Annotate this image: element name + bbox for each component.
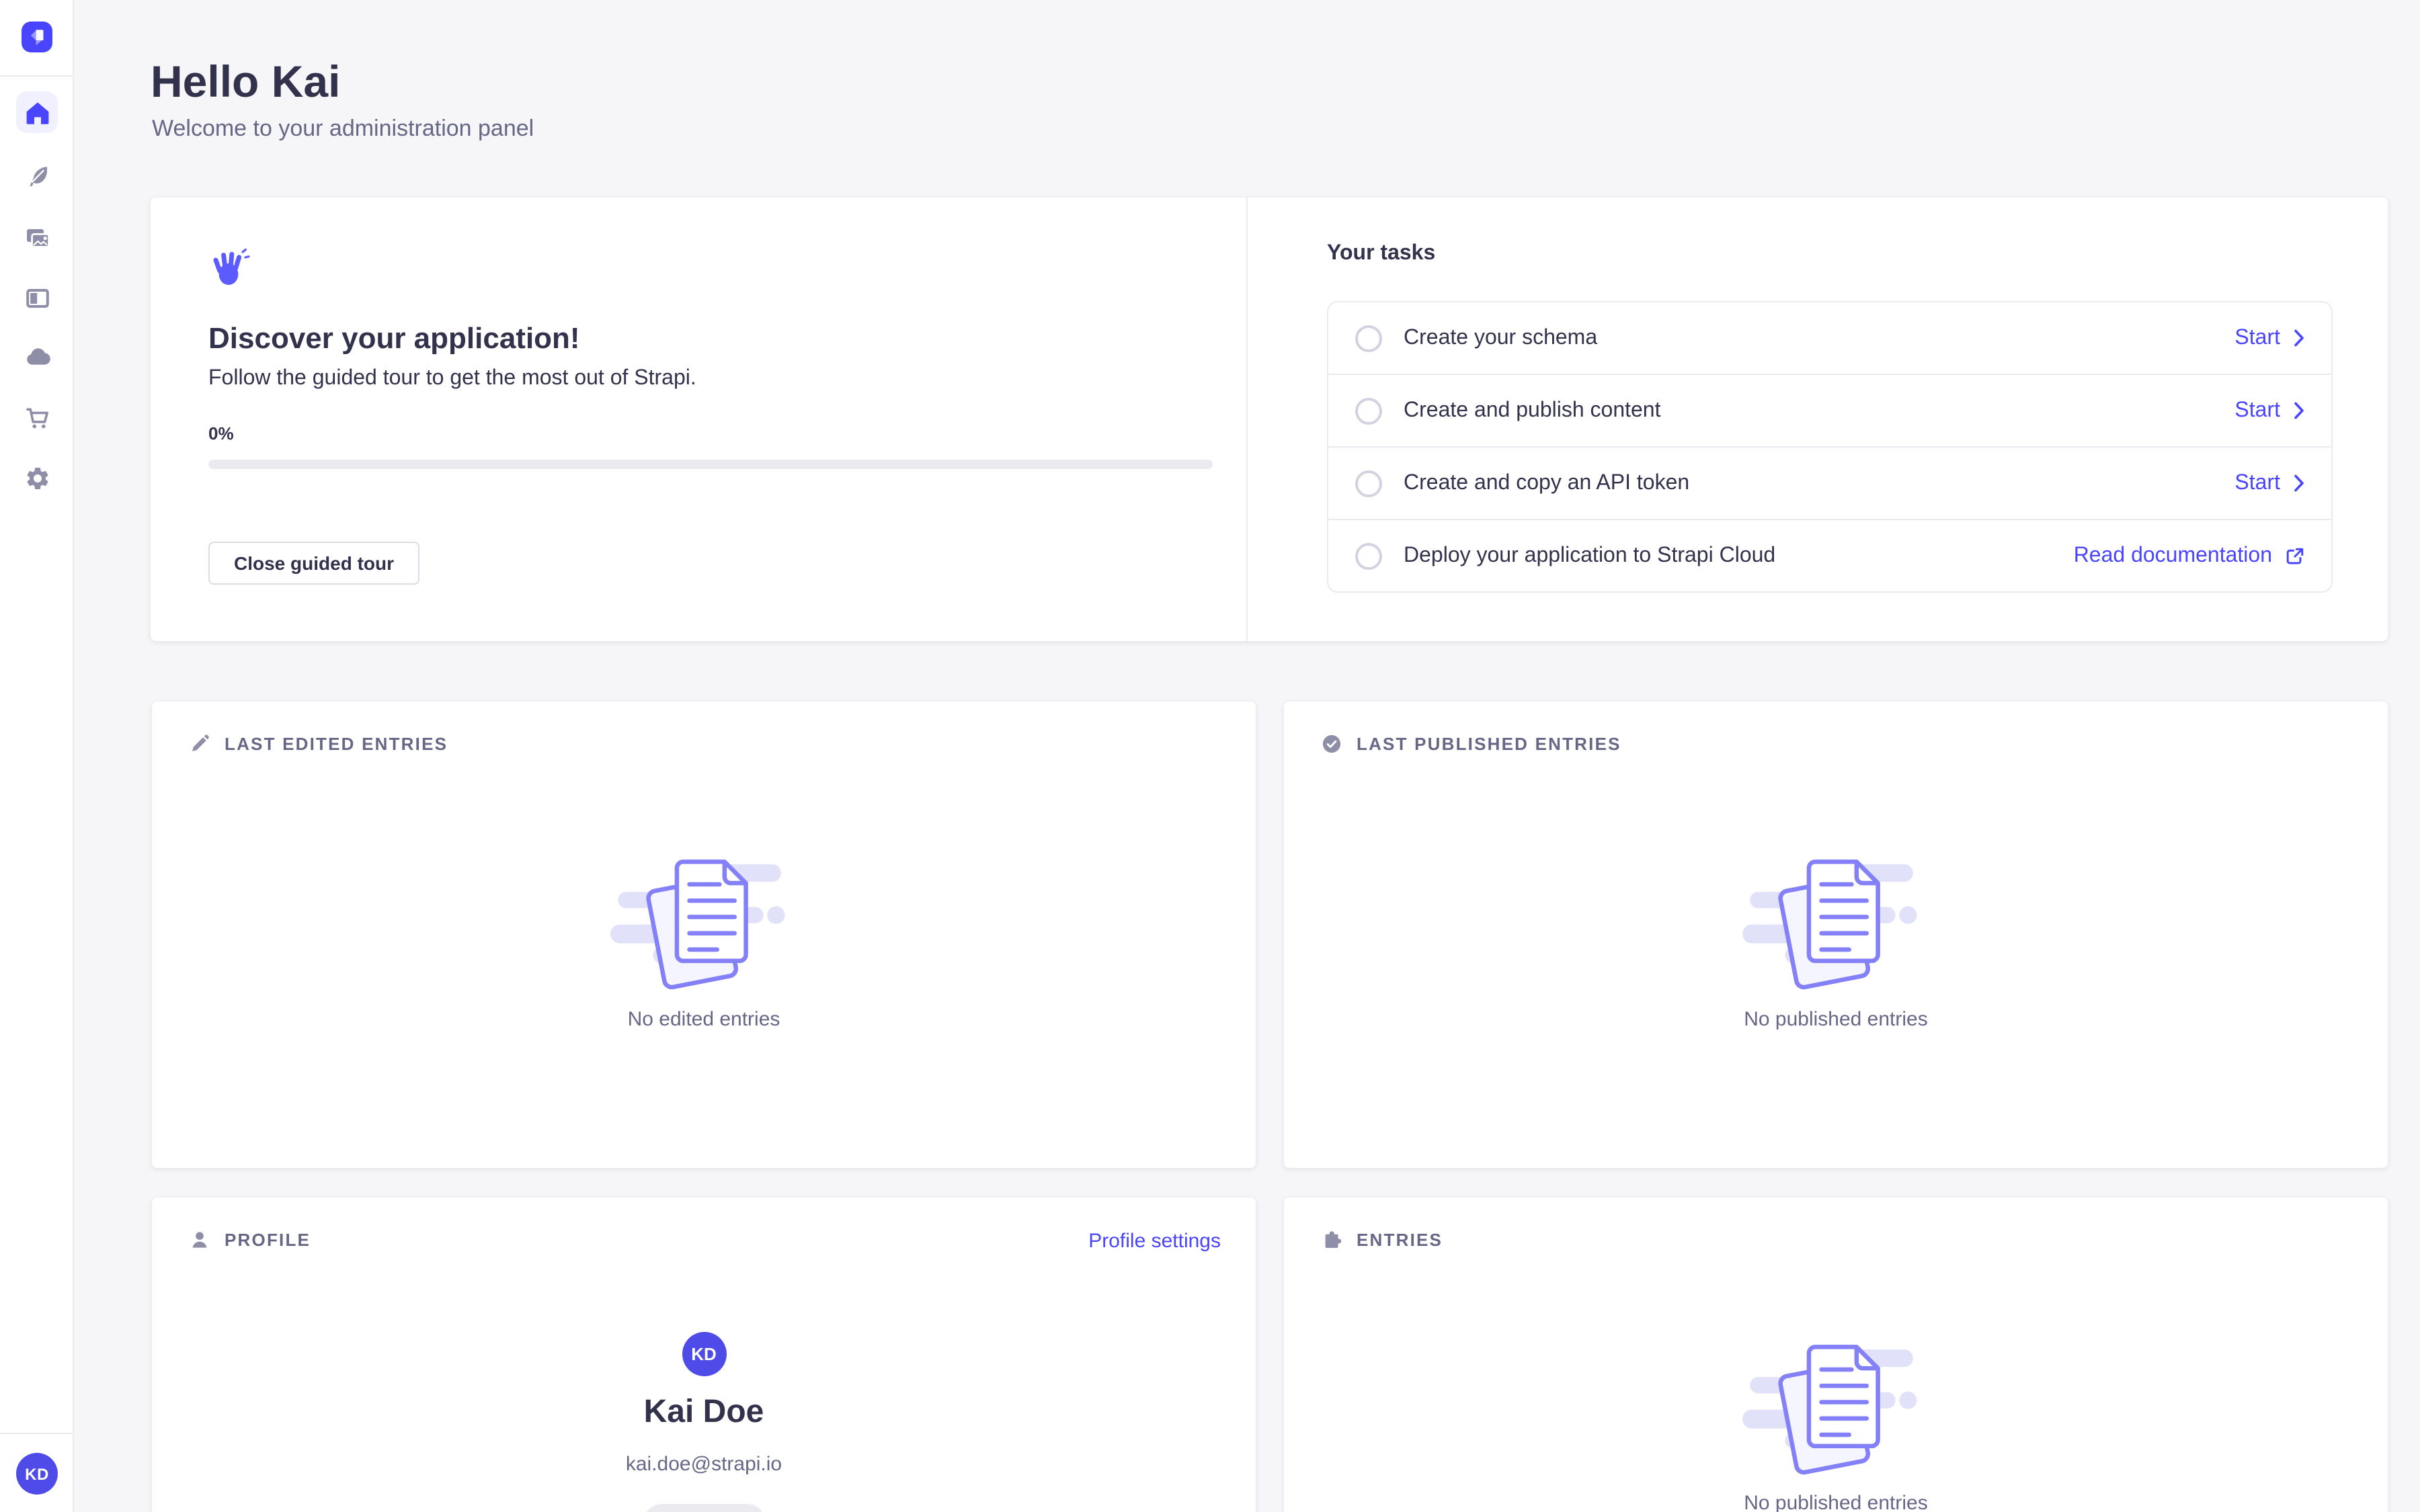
settings-gear-icon (26, 467, 48, 489)
sidebar-user-avatar[interactable]: KD (16, 1453, 58, 1495)
empty-documents-illustration (1742, 847, 1930, 997)
empty-state-text: No published entries (1744, 1008, 1928, 1031)
task-read-documentation-link[interactable]: Read documentation (2074, 544, 2304, 569)
progress-percent-label: 0% (208, 423, 234, 444)
card-header: LAST EDITED ENTRIES (190, 734, 448, 754)
last-published-entries-card: LAST PUBLISHED ENTRIES No published entr… (1284, 702, 2388, 1168)
task-row: Create and publish content Start (1328, 375, 2331, 448)
marketplace-cart-icon (26, 407, 48, 428)
task-radio[interactable] (1355, 543, 1382, 570)
card-header: PROFILE (190, 1230, 311, 1250)
tasks-list: Create your schema Start Create and publ… (1327, 301, 2333, 593)
external-link-icon (2286, 548, 2304, 564)
progress-bar (208, 460, 1213, 469)
empty-documents-illustration (1742, 1332, 1930, 1482)
home-icon (26, 101, 48, 124)
task-label: Create and copy an API token (1404, 471, 1690, 494)
page-subtitle: Welcome to your administration panel (152, 116, 534, 141)
last-edited-entries-card: LAST EDITED ENTRIES No edited entries (152, 702, 1256, 1168)
card-header-label: LAST EDITED ENTRIES (225, 734, 448, 754)
task-start-link[interactable]: Start (2234, 326, 2304, 350)
sidebar-item-cloud[interactable] (16, 336, 58, 378)
entries-card: ENTRIES No published entries (1284, 1198, 2388, 1512)
task-radio[interactable] (1355, 397, 1382, 424)
task-label: Create and publish content (1404, 398, 1661, 421)
card-header-label: LAST PUBLISHED ENTRIES (1357, 734, 1621, 754)
task-radio[interactable] (1355, 325, 1382, 351)
task-row: Deploy your application to Strapi Cloud … (1328, 520, 2331, 591)
profile-settings-link[interactable]: Profile settings (1088, 1230, 1221, 1253)
card-header-label: ENTRIES (1357, 1230, 1443, 1250)
sidebar-item-media-library[interactable] (16, 216, 58, 258)
task-start-link[interactable]: Start (2234, 471, 2304, 495)
sidebar-item-settings[interactable] (16, 457, 58, 499)
feather-icon (29, 166, 46, 186)
empty-state-text: No published entries (1744, 1492, 1928, 1512)
sidebar-item-content-type-builder[interactable] (16, 277, 58, 319)
puzzle-icon (1325, 1231, 1342, 1248)
task-row: Create your schema Start (1328, 302, 2331, 375)
guided-tour-description: Follow the guided tour to get the most o… (208, 367, 696, 390)
profile-card: PROFILE Profile settings KD Kai Doe kai.… (152, 1198, 1256, 1512)
close-guided-tour-button[interactable]: Close guided tour (208, 542, 419, 585)
hero-divider (1246, 198, 1248, 641)
profile-email: kai.doe@strapi.io (625, 1453, 782, 1476)
sidebar-item-home[interactable] (16, 91, 58, 133)
guided-tour-title: Discover your application! (208, 321, 580, 355)
pencil-icon (192, 734, 209, 751)
chevron-right-icon (2294, 329, 2304, 347)
tasks-title: Your tasks (1327, 242, 1436, 265)
card-header-label: PROFILE (225, 1230, 311, 1250)
guided-tour-card: Discover your application! Follow the gu… (151, 198, 2388, 641)
strapi-logo[interactable] (22, 22, 52, 52)
chevron-right-icon (2294, 402, 2304, 419)
empty-state-text: No edited entries (627, 1008, 780, 1031)
check-circle-icon (1322, 734, 1341, 753)
media-library-icon (26, 228, 50, 247)
sidebar: KD (0, 0, 74, 1512)
task-start-link[interactable]: Start (2234, 398, 2304, 423)
task-row: Create and copy an API token Start (1328, 448, 2331, 520)
sidebar-divider-bottom (0, 1433, 74, 1434)
user-icon (192, 1232, 207, 1248)
content-type-builder-icon (26, 288, 48, 307)
sidebar-item-content-manager[interactable] (16, 155, 58, 196)
sidebar-divider-top (0, 75, 74, 77)
page-title: Hello Kai (151, 56, 341, 106)
card-header: LAST PUBLISHED ENTRIES (1322, 734, 1621, 754)
empty-documents-illustration (610, 847, 798, 997)
profile-role-badge (643, 1504, 764, 1512)
task-label: Deploy your application to Strapi Cloud (1404, 544, 1776, 567)
waving-hand-icon (208, 246, 251, 289)
strapi-logo-icon (30, 30, 44, 46)
chevron-right-icon (2294, 474, 2304, 492)
profile-avatar: KD (682, 1332, 726, 1376)
card-header: ENTRIES (1322, 1230, 1443, 1250)
cloud-icon (26, 347, 50, 364)
task-radio[interactable] (1355, 470, 1382, 497)
sidebar-item-marketplace[interactable] (16, 396, 58, 438)
profile-name: Kai Doe (643, 1394, 764, 1430)
task-label: Create your schema (1404, 326, 1598, 349)
